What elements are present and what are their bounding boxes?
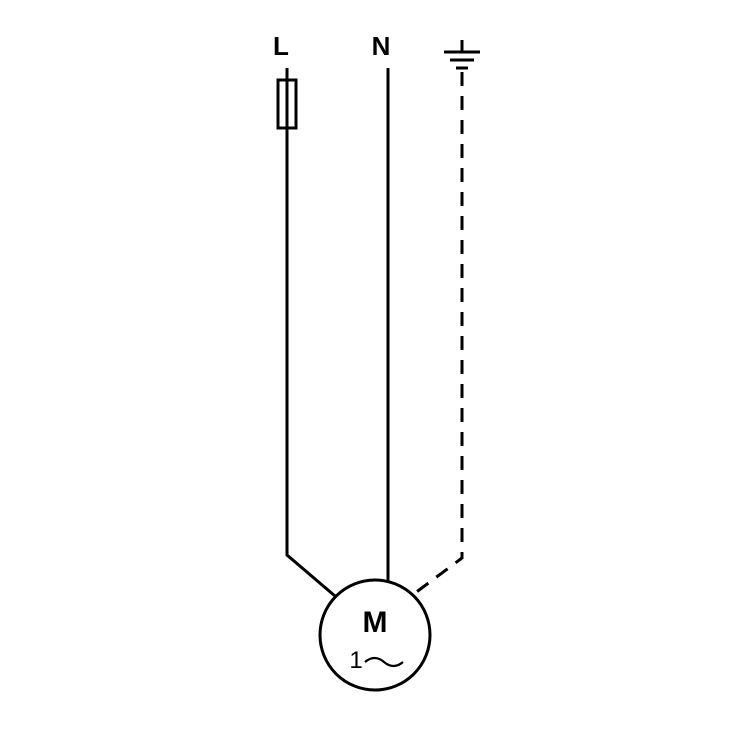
- motor-phase-number: 1: [349, 647, 362, 674]
- ground-icon: [444, 40, 480, 68]
- label-line: L: [273, 31, 289, 61]
- motor-letter: M: [363, 606, 388, 639]
- wire-protective-earth: [395, 72, 462, 608]
- wire-line: [287, 68, 335, 596]
- fuse-icon: [278, 80, 296, 128]
- label-neutral: N: [372, 31, 391, 61]
